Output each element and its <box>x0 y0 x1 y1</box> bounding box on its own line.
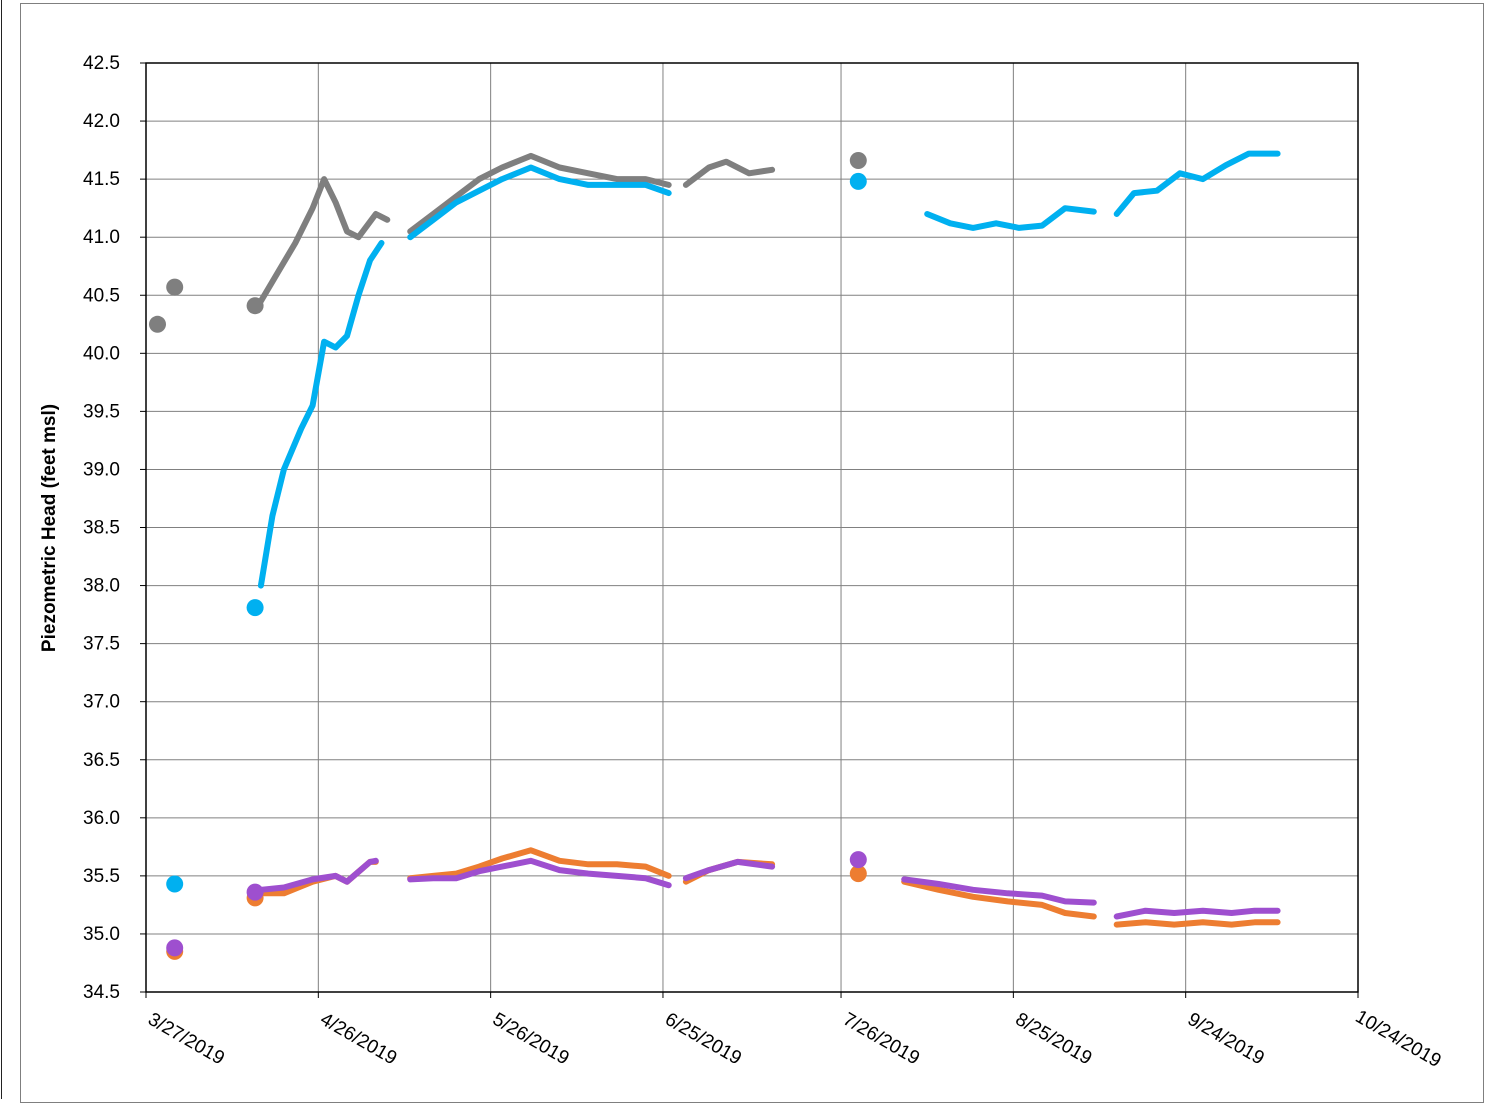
left-border <box>1 0 2 1099</box>
series-line <box>407 164 672 241</box>
x-tick-label: 5/26/2019 <box>489 1009 573 1069</box>
series-line <box>407 152 672 235</box>
series-lines <box>257 150 1281 928</box>
y-tick-label: 40.5 <box>83 285 120 306</box>
data-point <box>149 315 166 333</box>
x-tick-label: 8/25/2019 <box>1012 1009 1096 1069</box>
x-tick-label: 7/26/2019 <box>839 1009 923 1069</box>
y-tick-label: 41.5 <box>83 169 120 190</box>
series-line <box>1113 150 1281 217</box>
x-tick-label: 10/24/2019 <box>1352 1006 1445 1072</box>
data-point <box>849 152 867 169</box>
y-tick-label: 36.0 <box>83 808 120 829</box>
data-point <box>849 851 867 869</box>
series-line <box>924 205 1097 231</box>
y-tick-label: 42.5 <box>83 53 120 74</box>
y-tick-label: 39.0 <box>83 459 120 480</box>
y-tick-label: 38.5 <box>83 518 120 539</box>
grid-lines <box>145 62 1359 993</box>
series-markers <box>149 152 867 960</box>
data-point <box>849 172 867 190</box>
y-tick-label: 41.0 <box>83 227 120 248</box>
data-point <box>849 865 867 883</box>
x-tick-label: 3/27/2019 <box>144 1009 228 1069</box>
y-tick-label: 39.5 <box>83 401 120 422</box>
x-axis-ticks: 3/27/2019 4/26/2019 5/26/2019 6/25/2019 7/26… <box>144 992 1445 1072</box>
series-line <box>407 857 672 889</box>
data-point <box>246 297 264 315</box>
series-line <box>1113 919 1281 928</box>
series-line <box>407 847 672 882</box>
series-line <box>901 876 1097 906</box>
x-tick-label: 6/25/2019 <box>661 1009 745 1069</box>
y-tick-label: 37.5 <box>83 634 120 655</box>
y-tick-label: 35.0 <box>83 924 120 945</box>
y-tick-label: 42.0 <box>83 111 120 132</box>
data-point <box>166 939 184 957</box>
y-tick-label: 37.0 <box>83 692 120 713</box>
data-point <box>246 883 264 901</box>
y-tick-label: 40.0 <box>83 343 120 364</box>
y-axis-ticks: 34.5 35.0 35.5 36.0 36.5 37.0 37.5 38.0 38.5 39.0… <box>83 53 146 1003</box>
series-line <box>1113 907 1281 920</box>
y-tick-label: 35.5 <box>83 866 120 887</box>
data-point <box>166 875 184 893</box>
y-tick-label: 38.0 <box>83 576 120 597</box>
series-line <box>257 857 379 893</box>
data-point <box>246 599 264 617</box>
x-tick-label: 4/26/2019 <box>317 1009 401 1069</box>
series-line <box>682 858 776 882</box>
y-tick-label: 34.5 <box>83 982 120 1003</box>
series-line <box>257 176 391 305</box>
y-tick-label: 36.5 <box>83 750 120 771</box>
series-line <box>257 240 385 589</box>
y-axis-label: Piezometric Head (feet msl) <box>39 404 60 652</box>
data-point <box>166 278 184 296</box>
series-line <box>682 158 776 188</box>
x-tick-label: 9/24/2019 <box>1184 1009 1268 1069</box>
series-line <box>901 878 1097 920</box>
